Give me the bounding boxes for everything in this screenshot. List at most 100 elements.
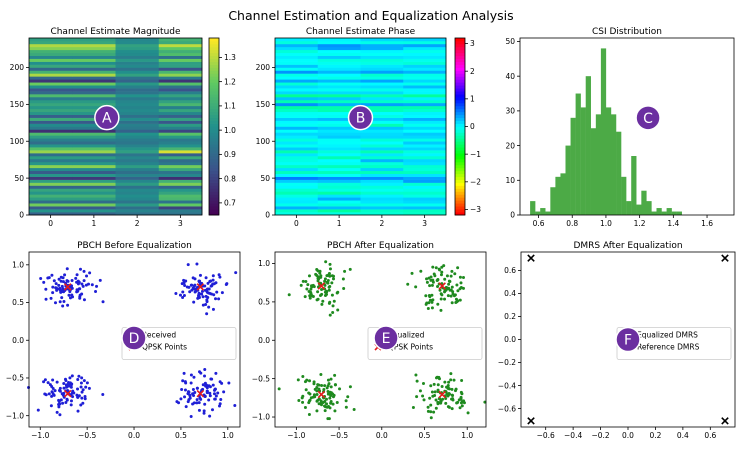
- histogram-bar: [656, 208, 662, 215]
- heatmap-cell: [403, 105, 447, 110]
- scatter-point: [65, 384, 69, 388]
- heatmap-cell: [115, 94, 160, 98]
- legend-label: QPSK Points: [142, 343, 187, 352]
- scatter-point: [210, 377, 214, 381]
- scatter-point: [181, 296, 185, 300]
- scatter-point: [59, 275, 63, 279]
- scatter-point: [456, 289, 460, 293]
- scatter-point: [212, 388, 216, 392]
- heatmap-cell: [72, 185, 116, 189]
- heatmap-cell: [317, 200, 361, 204]
- heatmap-cell: [360, 105, 404, 110]
- scatter-point: [455, 283, 459, 287]
- scatter-point: [348, 267, 352, 271]
- scatter-point: [192, 401, 196, 405]
- heatmap-cell: [403, 167, 447, 172]
- x-tick-label: 1: [91, 219, 96, 228]
- scatter-point: [333, 373, 337, 377]
- heatmap-cell: [29, 182, 73, 186]
- colorbar-segment: [455, 194, 465, 198]
- scatter-point: [174, 291, 178, 295]
- scatter-point: [49, 404, 53, 408]
- scatter-point: [297, 398, 301, 402]
- legend-label: Reference DMRS: [637, 343, 700, 352]
- scatter-point: [320, 292, 324, 296]
- heatmap-cell: [72, 76, 116, 80]
- heatmap-cell: [275, 82, 319, 86]
- reference-point: [527, 417, 535, 425]
- colorbar-segment: [455, 191, 465, 195]
- scatter-point: [451, 397, 455, 401]
- colorbar-segment: [209, 150, 219, 154]
- scatter-point: [57, 402, 61, 406]
- heatmap-cell: [275, 153, 319, 157]
- scatter-point: [320, 383, 324, 387]
- heatmap-cell: [158, 102, 203, 107]
- scatter-point: [62, 300, 66, 304]
- heatmap-cell: [115, 102, 160, 107]
- scatter-point: [79, 403, 83, 407]
- heatmap-cell: [115, 135, 160, 139]
- scatter-point: [205, 312, 209, 316]
- heatmap-cell: [360, 52, 404, 56]
- scatter-point: [346, 395, 350, 399]
- heatmap-cell: [29, 206, 73, 210]
- scatter-point: [183, 388, 187, 392]
- heatmap-cell: [317, 67, 361, 71]
- heatmap-cell: [29, 114, 73, 118]
- heatmap-cell: [403, 76, 447, 80]
- scatter-point: [459, 390, 463, 394]
- colorbar-segment: [455, 94, 465, 98]
- colorbar-segment: [209, 179, 219, 183]
- x-tick-label: 1.0: [600, 219, 612, 228]
- heatmap-cell: [360, 111, 404, 115]
- scatter-point: [316, 297, 320, 301]
- colorbar-segment: [455, 102, 465, 107]
- scatter-point: [307, 413, 311, 417]
- scatter-point: [189, 415, 193, 419]
- colorbar-segment: [455, 141, 465, 145]
- colorbar-segment: [455, 203, 465, 207]
- heatmap-cell: [115, 38, 160, 42]
- histogram-bar: [560, 173, 566, 215]
- scatter-point: [50, 394, 54, 398]
- histogram-bar: [646, 201, 652, 215]
- heatmap-cell: [29, 153, 73, 157]
- scatter-point: [212, 392, 216, 396]
- scatter-point: [324, 260, 328, 264]
- heatmap-cell: [403, 179, 447, 183]
- heatmap-cell: [29, 170, 73, 174]
- heatmap-cell: [29, 55, 73, 59]
- annotation-badge-label: F: [624, 333, 632, 349]
- heatmap-cell: [72, 99, 116, 104]
- colorbar-segment: [455, 43, 465, 48]
- heatmap-cell: [29, 82, 73, 86]
- heatmap-cell: [158, 138, 203, 142]
- heatmap-cell: [317, 105, 361, 110]
- scatter-point: [189, 381, 193, 385]
- heatmap-cell: [275, 102, 319, 107]
- scatter-point: [204, 294, 208, 298]
- heatmap-cell: [72, 144, 116, 148]
- y-tick-label: 150: [256, 100, 271, 109]
- colorbar-segment: [209, 76, 219, 80]
- scatter-point: [82, 269, 86, 273]
- scatter-point: [53, 389, 57, 393]
- heatmap-cell: [275, 73, 319, 77]
- scatter-point: [195, 401, 199, 405]
- x-tick-label: 0.4: [677, 431, 689, 440]
- heatmap-cell: [115, 64, 160, 68]
- scatter-point: [343, 269, 347, 273]
- scatter-point: [76, 378, 80, 382]
- colorbar-segment: [455, 38, 465, 42]
- scatter-point: [80, 292, 84, 296]
- scatter-point: [328, 267, 332, 271]
- scatter-point: [209, 284, 213, 288]
- scatter-point: [192, 300, 196, 304]
- colorbar-segment: [209, 135, 219, 139]
- scatter-point: [332, 274, 336, 278]
- scatter-point: [433, 390, 437, 394]
- colorbar-tick-label: 0.9: [224, 150, 236, 159]
- colorbar-segment: [209, 58, 219, 62]
- heatmap-cell: [29, 150, 73, 154]
